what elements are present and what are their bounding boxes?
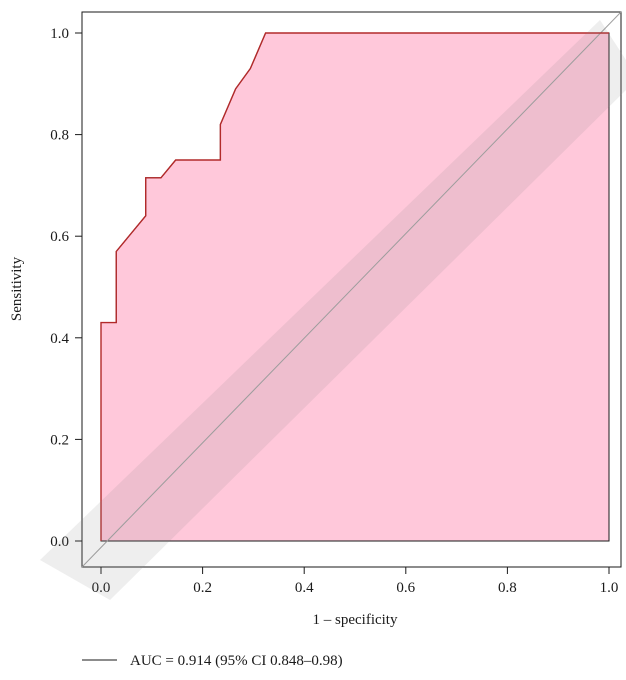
x-axis: 0.0 0.2 0.4 0.6 0.8 1.0 xyxy=(92,567,619,596)
legend: AUC = 0.914 (95% CI 0.848–0.98) xyxy=(82,653,343,669)
y-tick-label: 0.8 xyxy=(50,128,69,144)
chart-marks xyxy=(81,11,622,568)
x-tick-label: 1.0 xyxy=(600,580,619,596)
y-tick-label: 0.4 xyxy=(50,331,69,347)
plot-frame xyxy=(81,11,622,568)
x-axis-title: 1 – specificity xyxy=(313,612,398,628)
y-tick-label: 0.0 xyxy=(50,534,69,550)
x-tick-label: 0.4 xyxy=(295,580,314,596)
reference-diagonal-line xyxy=(81,11,622,568)
x-tick-label: 0.2 xyxy=(193,580,212,596)
x-tick-label: 0.8 xyxy=(498,580,517,596)
legend-entry-label: AUC = 0.914 (95% CI 0.848–0.98) xyxy=(130,653,343,669)
y-axis: 0.0 0.2 0.4 0.6 0.8 1.0 xyxy=(50,26,82,550)
y-tick-label: 0.2 xyxy=(50,432,69,448)
roc-curve-line xyxy=(100,32,609,541)
x-tick-label: 0.6 xyxy=(396,580,415,596)
y-axis-title: Sensitivity xyxy=(9,256,25,321)
x-tick-label: 0.0 xyxy=(92,580,111,596)
y-tick-label: 0.6 xyxy=(50,229,69,245)
watermark-band xyxy=(40,20,626,600)
y-tick-label: 1.0 xyxy=(50,26,69,42)
